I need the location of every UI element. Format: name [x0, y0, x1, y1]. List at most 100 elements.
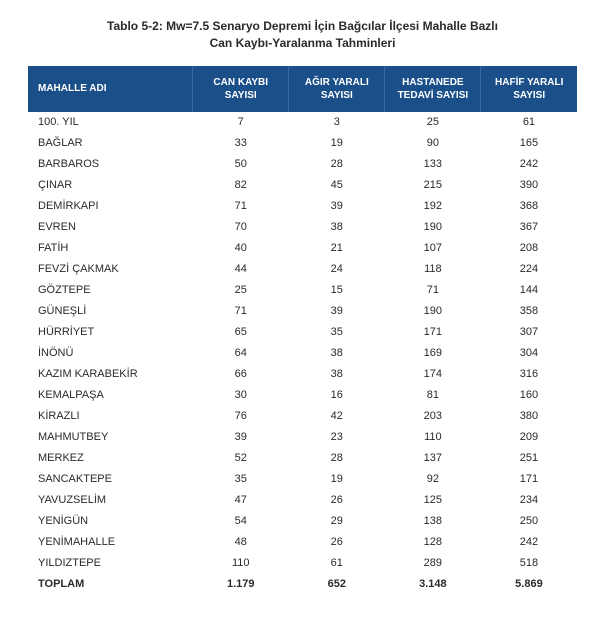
cell-value: 39 — [193, 427, 289, 448]
cell-value: 38 — [289, 343, 385, 364]
cell-value: 76 — [193, 406, 289, 427]
cell-value: 160 — [481, 385, 577, 406]
cell-mahalle: BARBAROS — [28, 154, 193, 175]
casualty-table: MAHALLE ADI CAN KAYBI SAYISI AĞIR YARALI… — [28, 66, 577, 595]
cell-value: 133 — [385, 154, 481, 175]
cell-value: 61 — [481, 112, 577, 133]
cell-mahalle: YENİGÜN — [28, 511, 193, 532]
cell-total-value: 5.869 — [481, 574, 577, 595]
table-row: YENİGÜN5429138250 — [28, 511, 577, 532]
cell-mahalle: İNÖNÜ — [28, 343, 193, 364]
cell-value: 71 — [193, 301, 289, 322]
cell-value: 38 — [289, 364, 385, 385]
cell-value: 169 — [385, 343, 481, 364]
cell-total-value: 3.148 — [385, 574, 481, 595]
table-row: BARBAROS5028133242 — [28, 154, 577, 175]
cell-value: 50 — [193, 154, 289, 175]
cell-value: 39 — [289, 196, 385, 217]
col-header-agir-yarali: AĞIR YARALI SAYISI — [289, 66, 385, 112]
cell-value: 44 — [193, 259, 289, 280]
table-row: KAZIM KARABEKİR6638174316 — [28, 364, 577, 385]
cell-total-label: TOPLAM — [28, 574, 193, 595]
cell-mahalle: GÖZTEPE — [28, 280, 193, 301]
cell-value: 40 — [193, 238, 289, 259]
cell-value: 171 — [481, 469, 577, 490]
table-row: GÖZTEPE251571144 — [28, 280, 577, 301]
table-row: YILDIZTEPE11061289518 — [28, 553, 577, 574]
cell-value: 307 — [481, 322, 577, 343]
table-row: GÜNEŞLİ7139190358 — [28, 301, 577, 322]
cell-value: 518 — [481, 553, 577, 574]
table-row: YENİMAHALLE4826128242 — [28, 532, 577, 553]
cell-value: 118 — [385, 259, 481, 280]
table-row: YAVUZSELİM4726125234 — [28, 490, 577, 511]
cell-total-value: 652 — [289, 574, 385, 595]
cell-value: 3 — [289, 112, 385, 133]
cell-value: 64 — [193, 343, 289, 364]
cell-value: 7 — [193, 112, 289, 133]
table-row: 100. YIL732561 — [28, 112, 577, 133]
cell-value: 304 — [481, 343, 577, 364]
cell-mahalle: SANCAKTEPE — [28, 469, 193, 490]
table-row: FEVZİ ÇAKMAK4424118224 — [28, 259, 577, 280]
cell-value: 171 — [385, 322, 481, 343]
table-header: MAHALLE ADI CAN KAYBI SAYISI AĞIR YARALI… — [28, 66, 577, 112]
cell-value: 26 — [289, 532, 385, 553]
cell-value: 81 — [385, 385, 481, 406]
cell-value: 242 — [481, 154, 577, 175]
table-row: İNÖNÜ6438169304 — [28, 343, 577, 364]
cell-value: 92 — [385, 469, 481, 490]
table-row: MAHMUTBEY3923110209 — [28, 427, 577, 448]
table-row-total: TOPLAM1.1796523.1485.869 — [28, 574, 577, 595]
page: Tablo 5-2: Mw=7.5 Senaryo Depremi İçin B… — [0, 0, 605, 625]
cell-value: 66 — [193, 364, 289, 385]
cell-value: 39 — [289, 301, 385, 322]
cell-mahalle: GÜNEŞLİ — [28, 301, 193, 322]
cell-mahalle: ÇINAR — [28, 175, 193, 196]
cell-value: 250 — [481, 511, 577, 532]
cell-mahalle: FATİH — [28, 238, 193, 259]
cell-value: 15 — [289, 280, 385, 301]
cell-value: 90 — [385, 133, 481, 154]
cell-value: 208 — [481, 238, 577, 259]
cell-value: 190 — [385, 301, 481, 322]
cell-value: 28 — [289, 154, 385, 175]
cell-value: 71 — [385, 280, 481, 301]
cell-value: 19 — [289, 469, 385, 490]
table-row: HÜRRİYET6535171307 — [28, 322, 577, 343]
col-header-mahalle: MAHALLE ADI — [28, 66, 193, 112]
cell-mahalle: EVREN — [28, 217, 193, 238]
cell-value: 23 — [289, 427, 385, 448]
cell-mahalle: KEMALPAŞA — [28, 385, 193, 406]
table-body: 100. YIL732561BAĞLAR331990165BARBAROS502… — [28, 112, 577, 595]
cell-value: 138 — [385, 511, 481, 532]
cell-value: 82 — [193, 175, 289, 196]
cell-value: 52 — [193, 448, 289, 469]
cell-value: 190 — [385, 217, 481, 238]
cell-value: 29 — [289, 511, 385, 532]
cell-value: 47 — [193, 490, 289, 511]
cell-value: 107 — [385, 238, 481, 259]
cell-value: 128 — [385, 532, 481, 553]
cell-value: 35 — [193, 469, 289, 490]
cell-mahalle: YILDIZTEPE — [28, 553, 193, 574]
cell-value: 144 — [481, 280, 577, 301]
cell-value: 390 — [481, 175, 577, 196]
cell-value: 65 — [193, 322, 289, 343]
cell-value: 215 — [385, 175, 481, 196]
table-row: KEMALPAŞA301681160 — [28, 385, 577, 406]
cell-total-value: 1.179 — [193, 574, 289, 595]
cell-mahalle: HÜRRİYET — [28, 322, 193, 343]
cell-value: 38 — [289, 217, 385, 238]
cell-value: 368 — [481, 196, 577, 217]
cell-mahalle: YAVUZSELİM — [28, 490, 193, 511]
cell-value: 192 — [385, 196, 481, 217]
cell-value: 71 — [193, 196, 289, 217]
cell-value: 26 — [289, 490, 385, 511]
cell-mahalle: KAZIM KARABEKİR — [28, 364, 193, 385]
cell-value: 125 — [385, 490, 481, 511]
cell-value: 30 — [193, 385, 289, 406]
cell-value: 110 — [193, 553, 289, 574]
cell-value: 25 — [193, 280, 289, 301]
title-line-2: Can Kaybı-Yaralanma Tahminleri — [210, 36, 396, 50]
